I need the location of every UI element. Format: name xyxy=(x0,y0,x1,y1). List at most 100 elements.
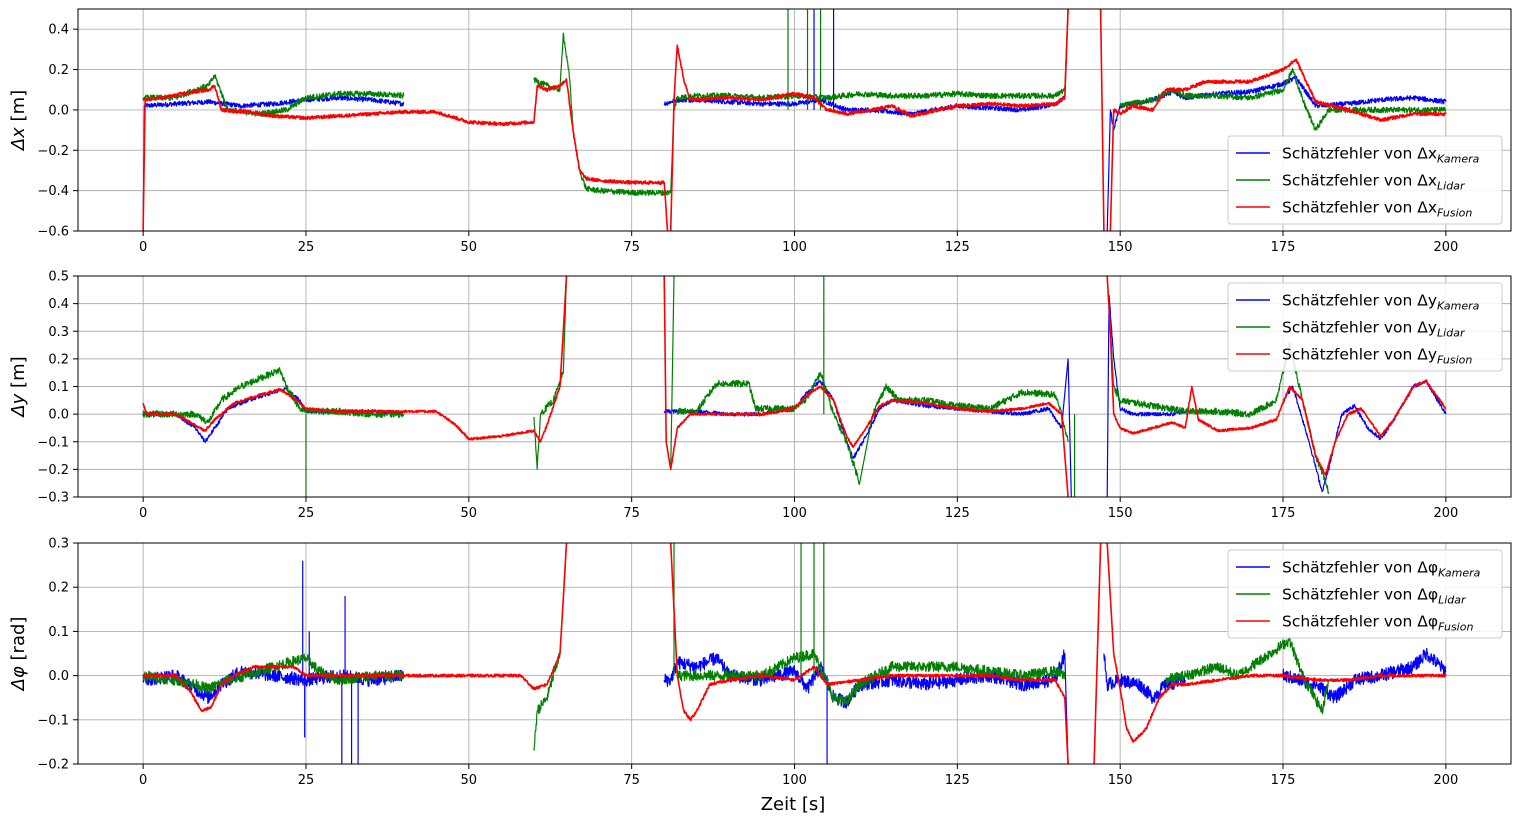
series-line xyxy=(670,276,675,470)
x-tick-label: 75 xyxy=(623,240,640,255)
x-tick-label: 100 xyxy=(782,240,807,255)
x-tick-label: 100 xyxy=(782,773,807,788)
x-tick-label: 25 xyxy=(298,506,315,521)
y-tick-label: 0.0 xyxy=(48,103,69,118)
legend: Schätzfehler von ΔyKamera Schätzfehler vo… xyxy=(1227,282,1503,372)
series-line xyxy=(1119,67,1447,131)
x-tick-label: 50 xyxy=(461,773,478,788)
y-axis-label: Δy [m] xyxy=(8,356,29,418)
x-tick-label: 75 xyxy=(623,773,640,788)
y-tick-label: −0.2 xyxy=(37,758,69,773)
y-tick-label: −0.1 xyxy=(37,435,69,450)
x-tick-label: 25 xyxy=(298,773,315,788)
x-tick-label: 125 xyxy=(945,240,970,255)
y-tick-label: 0.0 xyxy=(48,408,69,423)
legend-label: Schätzfehler von ΔxFusion xyxy=(1282,199,1472,220)
x-tick-label: 150 xyxy=(1108,240,1133,255)
x-tick-label: 25 xyxy=(298,240,315,255)
legend-label: Schätzfehler von ΔyFusion xyxy=(1282,346,1472,367)
series-line xyxy=(663,649,1069,764)
series-line xyxy=(676,372,1069,485)
series-line xyxy=(669,543,1069,764)
legend-label: Schätzfehler von ΔyLidar xyxy=(1282,319,1466,340)
x-tick-label: 200 xyxy=(1433,506,1458,521)
y-tick-label: −0.4 xyxy=(37,184,69,199)
y-tick-label: −0.1 xyxy=(37,713,69,728)
legend-label: Schätzfehler von ΔφFusion xyxy=(1282,613,1473,634)
y-tick-label: −0.6 xyxy=(37,225,69,240)
series-line xyxy=(669,9,1069,231)
series-line xyxy=(142,95,405,231)
subplots: 0 25 50 75 100 125 150 175 200 −0.6 −0.4 −0.2 0.0 0.2… xyxy=(8,8,1512,788)
series-line xyxy=(1282,647,1447,704)
plot-area xyxy=(142,543,1447,764)
x-tick-label: 175 xyxy=(1271,240,1296,255)
legend-label: Schätzfehler von ΔφKamera xyxy=(1282,559,1481,580)
subplot-3: 0 25 50 75 100 125 150 175 200 −0.2 −0.1 0.0 0.1 0.2 0… xyxy=(8,537,1512,788)
y-tick-label: −0.2 xyxy=(37,463,69,478)
legend-label: Schätzfehler von ΔφLidar xyxy=(1282,586,1467,607)
x-axis-label: Zeit [s] xyxy=(761,794,826,815)
series-line xyxy=(663,276,1069,497)
y-tick-label: 0.4 xyxy=(48,297,69,312)
legend-label: Schätzfehler von ΔxKamera xyxy=(1282,145,1480,166)
x-tick-label: 200 xyxy=(1433,240,1458,255)
x-tick-label: 175 xyxy=(1271,506,1296,521)
x-tick-label: 50 xyxy=(461,240,478,255)
series-line xyxy=(142,78,669,231)
series-line xyxy=(142,543,568,713)
legend: Schätzfehler von ΔxKamera Schätzfehler vo… xyxy=(1227,135,1503,225)
y-tick-label: 0.2 xyxy=(48,581,69,596)
series-line xyxy=(663,358,1072,497)
series-kamera xyxy=(142,9,1447,231)
y-tick-label: 0.4 xyxy=(48,23,69,38)
subplot-2: 0 25 50 75 100 125 150 175 200 −0.3 −0.2 −0.1 0.0 0.1… xyxy=(8,270,1512,521)
y-tick-label: 0.2 xyxy=(48,352,69,367)
x-tick-label: 0 xyxy=(139,240,147,255)
series-line xyxy=(1106,276,1447,476)
y-tick-label: 0.3 xyxy=(48,325,69,340)
y-tick-label: −0.2 xyxy=(37,144,69,159)
x-tick-label: 0 xyxy=(139,506,147,521)
y-tick-label: 0.5 xyxy=(48,270,69,285)
x-tick-label: 200 xyxy=(1433,773,1458,788)
series-fusion xyxy=(142,9,1447,231)
series-line xyxy=(1106,294,1186,497)
series-fusion xyxy=(142,543,1447,764)
y-tick-label: 0.3 xyxy=(48,537,69,552)
x-tick-label: 150 xyxy=(1108,773,1133,788)
series-line xyxy=(1165,635,1330,715)
series-line xyxy=(142,276,568,443)
x-tick-label: 75 xyxy=(623,506,640,521)
series-line xyxy=(1109,58,1447,231)
x-tick-label: 175 xyxy=(1271,773,1296,788)
x-tick-label: 150 xyxy=(1108,506,1133,521)
x-tick-label: 50 xyxy=(461,506,478,521)
y-axis-label: Δφ [rad] xyxy=(8,617,29,693)
y-tick-label: 0.1 xyxy=(48,625,69,640)
y-tick-label: 0.1 xyxy=(48,380,69,395)
plot-area xyxy=(142,9,1447,231)
y-axis-label: Δx [m] xyxy=(8,90,29,152)
series-fusion xyxy=(142,276,1447,497)
legend-label: Schätzfehler von ΔxLidar xyxy=(1282,172,1466,193)
y-tick-label: −0.3 xyxy=(37,491,69,506)
legend-label: Schätzfehler von ΔyKamera xyxy=(1282,292,1480,313)
series-line xyxy=(1099,9,1105,231)
legend: Schätzfehler von ΔφKamera Schätzfehler vo… xyxy=(1227,549,1503,639)
series-line xyxy=(142,74,405,117)
series-line xyxy=(1106,543,1447,743)
x-tick-label: 0 xyxy=(139,773,147,788)
series-line xyxy=(1282,379,1447,493)
x-tick-label: 100 xyxy=(782,506,807,521)
x-tick-label: 125 xyxy=(945,773,970,788)
subplot-1: 0 25 50 75 100 125 150 175 200 −0.6 −0.4 −0.2 0.0 0.2… xyxy=(8,8,1512,255)
series-line xyxy=(1103,653,1186,705)
x-tick-label: 125 xyxy=(945,506,970,521)
y-tick-label: 0.2 xyxy=(48,63,69,78)
y-tick-label: 0.0 xyxy=(48,669,69,684)
series-line xyxy=(1093,543,1102,764)
series-line xyxy=(142,367,405,425)
plot-area xyxy=(142,276,1447,497)
